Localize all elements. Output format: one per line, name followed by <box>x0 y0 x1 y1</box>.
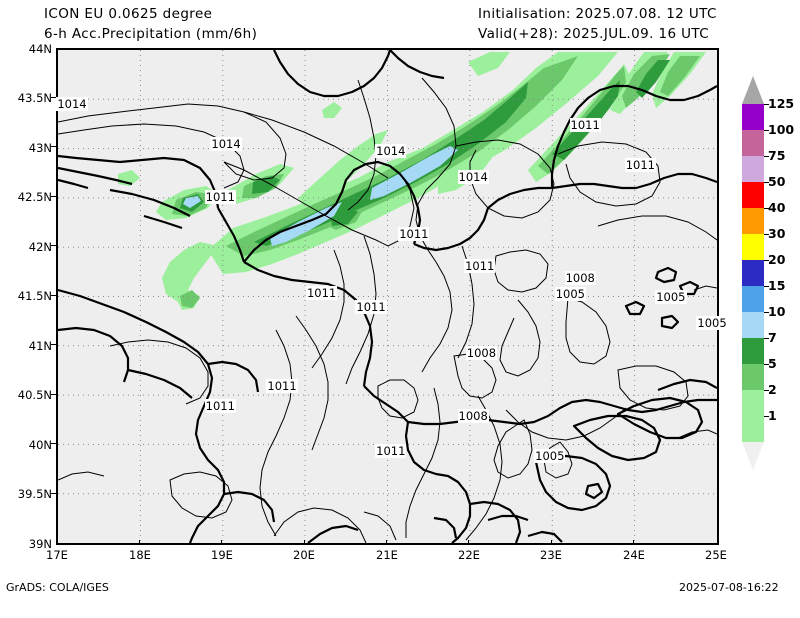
weather-map[interactable] <box>56 48 719 545</box>
ylabel-42n: 42N <box>28 240 52 254</box>
colorbar-label-125: 125 <box>768 96 795 111</box>
isobar-label: 1005 <box>655 290 687 305</box>
isobar-label: 1014 <box>375 143 407 158</box>
colorbar-tick-125 <box>764 104 769 105</box>
colorbar-label-2: 2 <box>768 382 777 397</box>
isobar-label: 1011 <box>355 300 387 315</box>
grads-credit: GrADS: COLA/IGES <box>6 581 109 594</box>
ylabel-44n: 44N <box>28 42 52 56</box>
xlabel-22e: 22E <box>458 548 480 562</box>
ylabel-41n: 41N <box>28 339 52 353</box>
generated-stamp: 2025-07-08-16:22 <box>679 581 779 594</box>
isobar-label: 1014 <box>56 97 88 112</box>
isobar-label: 1011 <box>398 227 430 242</box>
isobar-label: 1011 <box>266 379 298 394</box>
isobar-label: 1011 <box>624 158 657 173</box>
colorbar-band-75 <box>742 156 764 182</box>
isobar-label: 1005 <box>554 286 586 301</box>
isobar-label: 1011 <box>464 258 496 273</box>
colorbar-band-100 <box>742 130 764 156</box>
isobar-label: 1008 <box>465 345 498 360</box>
colorbar-tick-20 <box>764 260 769 261</box>
colorbar-tick-1 <box>764 416 769 417</box>
colorbar-tick-40 <box>764 208 769 209</box>
colorbar-tick-15 <box>764 286 769 287</box>
ylabel-41.5n: 41.5N <box>17 289 52 303</box>
colorbar-tick-50 <box>764 182 769 183</box>
xlabel-24e: 24E <box>623 548 645 562</box>
colorbar-tick-2 <box>764 390 769 391</box>
isobar-label: 1011 <box>204 189 236 204</box>
colorbar-label-1: 1 <box>768 408 777 423</box>
colorbar-label-75: 75 <box>768 148 786 163</box>
isobar-label: 1011 <box>204 398 236 413</box>
xlabel-21e: 21E <box>376 548 398 562</box>
valid-time: Valid(+28): 2025.JUL.09. 16 UTC <box>478 26 710 42</box>
isobar-label: 1011 <box>569 117 601 132</box>
colorbar-band-125 <box>742 104 764 130</box>
xlabel-25e: 25E <box>705 548 727 562</box>
isobar-label: 1011 <box>375 444 407 459</box>
ylabel-43.5n: 43.5N <box>17 91 52 105</box>
colorbar-tick-75 <box>764 156 769 157</box>
colorbar-label-40: 40 <box>768 200 786 215</box>
precip-shading <box>118 52 706 310</box>
colorbar-extend-max <box>742 76 764 104</box>
colorbar-label-5: 5 <box>768 356 777 371</box>
xlabel-17e: 17E <box>46 548 68 562</box>
colorbar-tick-30 <box>764 234 769 235</box>
colorbar-label-7: 7 <box>768 330 777 345</box>
colorbar-label-50: 50 <box>768 174 786 189</box>
isobar-label: 1011 <box>305 285 338 300</box>
colorbar-band-50 <box>742 182 764 208</box>
isobar-label: 1005 <box>696 316 728 331</box>
model-title: ICON EU 0.0625 degree <box>44 6 213 22</box>
isobar-label: 1014 <box>457 170 489 185</box>
colorbar-band-40 <box>742 208 764 234</box>
colorbar-label-15: 15 <box>768 278 786 293</box>
ylabel-39n: 39N <box>28 537 52 551</box>
isobar-label: 1005 <box>534 449 566 464</box>
isobar-label: 1008 <box>564 270 596 285</box>
ylabel-39.5n: 39.5N <box>17 487 52 501</box>
isobar-label: 1008 <box>457 408 489 423</box>
xlabel-23e: 23E <box>540 548 562 562</box>
colorbar-band-20 <box>742 260 764 286</box>
colorbar-label-30: 30 <box>768 226 786 241</box>
ylabel-42.5n: 42.5N <box>17 190 52 204</box>
colorbar-tick-10 <box>764 312 769 313</box>
colorbar-tick-5 <box>764 364 769 365</box>
colorbar-band-2 <box>742 390 764 416</box>
colorbar-tick-100 <box>764 130 769 131</box>
colorbar-label-10: 10 <box>768 304 786 319</box>
colorbar-band-5 <box>742 364 764 390</box>
isobar-label: 1014 <box>210 136 242 151</box>
xlabel-20e: 20E <box>293 548 315 562</box>
map-canvas <box>58 50 717 543</box>
ylabel-43n: 43N <box>28 141 52 155</box>
colorbar-label-100: 100 <box>768 122 795 137</box>
colorbar-band-1 <box>742 416 764 442</box>
precipitation-colorbar[interactable] <box>742 76 764 470</box>
xlabel-18e: 18E <box>129 548 151 562</box>
colorbar-extend-min <box>742 442 764 470</box>
ylabel-40n: 40N <box>28 438 52 452</box>
colorbar-tick-7 <box>764 338 769 339</box>
colorbar-band-7 <box>742 338 764 364</box>
initialisation-time: Initialisation: 2025.07.08. 12 UTC <box>478 6 717 22</box>
colorbar-band-30 <box>742 234 764 260</box>
field-title: 6-h Acc.Precipitation (mm/6h) <box>44 26 258 42</box>
colorbar-label-20: 20 <box>768 252 786 267</box>
xlabel-19e: 19E <box>211 548 233 562</box>
ylabel-40.5n: 40.5N <box>17 388 52 402</box>
colorbar-band-15 <box>742 286 764 312</box>
colorbar-band-10 <box>742 312 764 338</box>
